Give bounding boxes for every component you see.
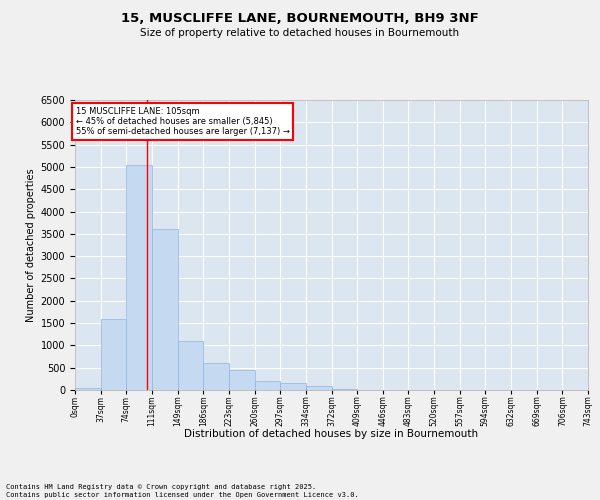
Text: 15, MUSCLIFFE LANE, BOURNEMOUTH, BH9 3NF: 15, MUSCLIFFE LANE, BOURNEMOUTH, BH9 3NF (121, 12, 479, 26)
Bar (152, 230, 178, 390)
X-axis label: Distribution of detached houses by size in Bournemouth: Distribution of detached houses by size … (184, 429, 479, 439)
Bar (229, 370, 254, 390)
Text: Contains HM Land Registry data © Crown copyright and database right 2025.
Contai: Contains HM Land Registry data © Crown c… (6, 484, 359, 498)
Bar (203, 363, 229, 390)
Bar (126, 164, 152, 390)
Text: Size of property relative to detached houses in Bournemouth: Size of property relative to detached ho… (140, 28, 460, 38)
Bar (305, 386, 332, 390)
Y-axis label: Number of detached properties: Number of detached properties (26, 168, 37, 322)
Text: 15 MUSCLIFFE LANE: 105sqm
← 45% of detached houses are smaller (5,845)
55% of se: 15 MUSCLIFFE LANE: 105sqm ← 45% of detac… (76, 106, 290, 136)
Bar (178, 341, 203, 390)
Bar (101, 318, 126, 390)
Bar (75, 388, 101, 390)
Bar (332, 388, 358, 390)
Bar (280, 384, 305, 390)
Bar (254, 381, 280, 390)
